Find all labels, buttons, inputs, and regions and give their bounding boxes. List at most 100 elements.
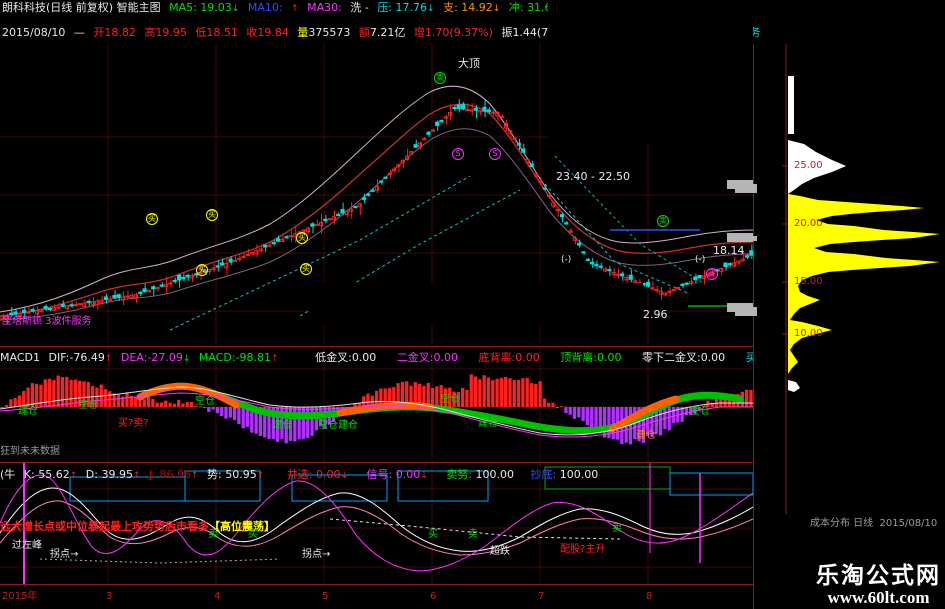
macd-annot-8: 建仓 bbox=[478, 418, 498, 429]
kdj-headline: 远大增长点或中位暴起最上攻势势后市看多【高位震荡】 bbox=[0, 521, 275, 533]
macd-bottom-divergence: 底背离:0.00 bbox=[478, 351, 540, 364]
occlusion-rect-mid bbox=[310, 283, 643, 325]
marker-flag-icon: 买 bbox=[706, 268, 718, 280]
selection-bar-extension-2 bbox=[745, 236, 757, 241]
kdj-annot-3: 拐点→ bbox=[302, 549, 331, 560]
cost-axis-label-25: 25.00 bbox=[794, 160, 823, 171]
quote-dash: — bbox=[73, 26, 85, 39]
pressure-label: 压: 17.76 bbox=[377, 1, 434, 15]
marker-minus-right: (-) bbox=[695, 255, 706, 265]
macd-annot-1: 建仓 bbox=[18, 406, 38, 417]
date-label-5: 7 bbox=[538, 591, 545, 602]
kdj-headline-a: 远大增长点或中位暴起最上攻势势后市看多 bbox=[0, 520, 209, 533]
kdj-j: J: 86.96 bbox=[149, 468, 199, 482]
marker-buy-icon: 买 bbox=[206, 209, 218, 221]
kdj-d: D: 39.95 bbox=[86, 468, 141, 482]
marker-flag-icon: S bbox=[452, 148, 464, 160]
cost-axis-label-15: 15.00 bbox=[794, 276, 823, 287]
kdj-header: (牛 K: 55.62 D: 39.95 J: 86.96 势: 50.95 井… bbox=[0, 468, 603, 482]
macd-header: MACD1 DIF:-76.49 DEA:-27.09 MACD:-98.81 … bbox=[0, 351, 830, 365]
cost-distribution-panel[interactable]: 25.00 20.00 15.00 10.00 成本分布 日线 2015/08/… bbox=[753, 44, 945, 609]
quote-date: 2015/08/10 bbox=[2, 26, 66, 39]
ma10-label: MA10: bbox=[247, 1, 283, 14]
macd-macd: MACD:-98.81 bbox=[199, 351, 279, 365]
kdj-sell: 卖努: 100.00 bbox=[446, 468, 515, 481]
high-field: 高19.95 bbox=[144, 26, 187, 39]
date-label-1: 3 bbox=[106, 591, 113, 602]
marker-buy-icon: 买 bbox=[146, 213, 158, 225]
kdj-annot-9: 卖 bbox=[468, 529, 478, 540]
kdj-headline-b: 【高位震荡】 bbox=[209, 520, 275, 533]
low-field: 低18.51 bbox=[195, 26, 238, 39]
macd-annot-5: 建仓 bbox=[272, 420, 292, 431]
kdj-jingxuan: 井选: 0.00 bbox=[287, 468, 348, 482]
kdj-annot-6: 卖 bbox=[208, 529, 218, 540]
kdj-bottom-fish: 抄底: 100.00 bbox=[530, 468, 599, 481]
close-field: 收19.84 bbox=[246, 26, 289, 39]
annotation-current-price: 18.14 bbox=[713, 244, 745, 257]
kdj-annot-7: 买 bbox=[248, 529, 258, 540]
date-label-3: 5 bbox=[322, 591, 329, 602]
macd-top-divergence: 顶背离:0.00 bbox=[560, 351, 622, 364]
macd-annot-7: 空仓 bbox=[440, 394, 460, 405]
support-label: 支: 14.92 bbox=[443, 1, 500, 15]
macd-annot-10: 空仓 bbox=[690, 406, 710, 417]
kdj-signal: 信号: 0.00 bbox=[367, 468, 428, 482]
marker-minus-left: (-) bbox=[561, 255, 572, 265]
marker-flag-icon: S bbox=[489, 148, 501, 160]
macd-dif: DIF:-76.49 bbox=[48, 351, 112, 365]
marker-sell-icon: 卖 bbox=[434, 72, 446, 84]
ma30-label: MA30: bbox=[307, 1, 342, 14]
macd-annot-3: 买?卖? bbox=[118, 418, 149, 429]
annotation-big-top: 大顶 bbox=[458, 57, 480, 70]
open-field: 开18.82 bbox=[93, 26, 136, 39]
stock-title: 朗科科技(日线 前复权) 智能主图 bbox=[2, 1, 161, 14]
annotation-price-range: 23.40 - 22.50 bbox=[556, 170, 630, 183]
watermark-line2: www.60lt.com bbox=[827, 588, 930, 607]
date-axis: 2015年 3 4 5 6 7 8 bbox=[0, 584, 753, 609]
marker-buy-icon: 买 bbox=[300, 263, 312, 275]
cost-distribution-title: 成本分布 日线 2015/08/10 bbox=[810, 518, 938, 529]
date-label-2: 4 bbox=[214, 591, 221, 602]
annotation-indicator-name: 宝塔斯顿 3波件服务 bbox=[2, 316, 92, 327]
kdj-indicator-panel[interactable] bbox=[0, 462, 753, 585]
macd-secondcross: 二金叉:0.00 bbox=[396, 351, 459, 364]
date-label-4: 6 bbox=[430, 591, 437, 602]
marker-buy-icon: 买 bbox=[196, 264, 208, 276]
volume-field: 量375573 bbox=[297, 26, 351, 39]
macd-annot-9: 建仓 bbox=[636, 430, 656, 441]
kdj-title: (牛 bbox=[0, 468, 16, 481]
macd-zero-second-cross: 零下二金叉:0.00 bbox=[641, 351, 726, 364]
selection-bar-extension-1 bbox=[735, 184, 757, 193]
kdj-k: K: 55.62 bbox=[24, 468, 77, 482]
kdj-annot-4: 超跌 bbox=[490, 546, 510, 557]
marker-sell-icon: 卖 bbox=[657, 215, 669, 227]
macd-annot-2: 空仓 bbox=[78, 400, 98, 411]
macd-title: MACD1 bbox=[0, 351, 40, 364]
macd-annot-6: 空仓建仓 bbox=[318, 420, 358, 431]
macd-annot-4: 空仓 bbox=[195, 396, 215, 407]
kdj-note: 狂到未未数据 bbox=[0, 446, 60, 457]
ma5-label: MA5: 19.03 bbox=[169, 1, 239, 15]
date-label-0: 2015年 bbox=[2, 591, 38, 602]
kdj-shi: 势: 50.95 bbox=[207, 468, 264, 482]
xi-label: 洗 - bbox=[350, 1, 369, 14]
macd-indicator-panel[interactable] bbox=[0, 346, 753, 463]
selection-bar-2 bbox=[727, 233, 753, 242]
watermark: 乐淘公式网 www.60lt.com bbox=[816, 563, 941, 607]
date-label-6: 8 bbox=[646, 591, 653, 602]
kdj-annot-2: 拐点→ bbox=[50, 549, 79, 560]
selection-bar-extension-3 bbox=[735, 307, 757, 316]
change-field: 增1.70(9.37%) bbox=[413, 26, 493, 39]
kdj-annot-5: 配股?主升 bbox=[560, 544, 606, 555]
kdj-annot-8: 买 bbox=[428, 529, 438, 540]
cost-axis-label-20: 20.00 bbox=[794, 218, 823, 229]
kdj-annot-10: 卖 bbox=[612, 523, 622, 534]
occlusion-rect-top bbox=[548, 0, 753, 142]
ma20-label bbox=[291, 1, 299, 15]
macd-dea: DEA:-27.09 bbox=[121, 351, 190, 365]
cost-axis-label-10: 10.00 bbox=[794, 328, 823, 339]
macd-lowcross: 低金叉:0.00 bbox=[315, 351, 377, 364]
marker-buy-icon: 买 bbox=[296, 232, 308, 244]
